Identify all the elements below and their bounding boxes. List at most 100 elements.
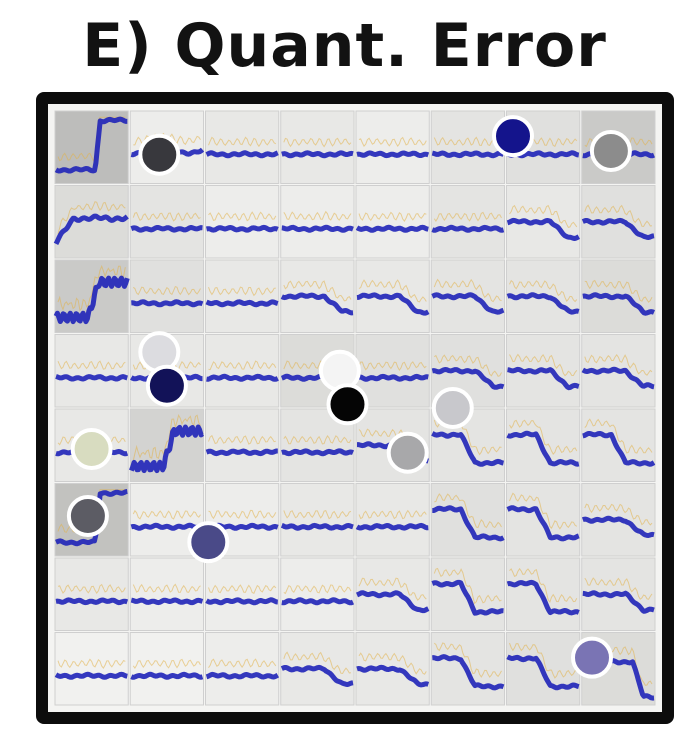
cell-trace — [433, 642, 502, 678]
cell-trace — [208, 434, 276, 445]
cell-curve — [53, 213, 129, 246]
som-cell — [280, 110, 355, 184]
cell-curve — [431, 505, 505, 542]
sample-marker — [326, 383, 369, 426]
som-cell — [506, 408, 581, 482]
cell-curve — [431, 579, 505, 616]
cell-curve — [431, 431, 505, 467]
cell-background — [129, 557, 204, 631]
cell-trace — [208, 360, 277, 371]
cell-trace — [584, 204, 653, 228]
cell-curve — [355, 150, 430, 159]
som-cell — [205, 259, 280, 333]
som-cell — [430, 483, 505, 557]
cell-curve — [581, 590, 656, 614]
som-cell — [129, 557, 204, 631]
cell-trace — [433, 136, 502, 147]
cell-curve — [355, 522, 430, 531]
cell-trace — [132, 658, 201, 670]
cell-curve — [506, 430, 580, 467]
som-cell — [355, 557, 430, 631]
cell-background — [129, 259, 204, 333]
cell-background — [205, 334, 280, 408]
cell-curve — [280, 522, 355, 531]
cell-background — [280, 557, 355, 631]
cell-curve — [431, 367, 505, 390]
som-cell — [129, 185, 204, 259]
som-cell — [54, 632, 129, 706]
som-cell — [506, 334, 581, 408]
cell-curve — [280, 597, 355, 606]
som-cell — [430, 110, 505, 184]
cell-background — [355, 110, 430, 184]
cell-trace — [509, 492, 578, 530]
cell-curve — [355, 224, 430, 233]
cell-trace — [57, 201, 126, 235]
cell-curve — [54, 671, 129, 680]
som-cell — [581, 334, 656, 408]
cell-trace — [584, 279, 653, 303]
cell-curve — [130, 671, 204, 680]
som-cell — [430, 557, 505, 631]
cell-background — [355, 334, 430, 408]
cell-trace — [208, 211, 277, 222]
cell-trace — [509, 204, 578, 228]
cell-curve — [506, 366, 580, 391]
cell-trace — [433, 567, 502, 605]
cell-background — [355, 483, 430, 557]
som-cell — [581, 408, 656, 482]
som-cell — [205, 632, 280, 706]
cell-curve — [506, 292, 580, 315]
som-cell — [581, 259, 656, 333]
som-cell — [581, 557, 656, 631]
cell-trace — [283, 210, 352, 221]
som-cell — [581, 483, 656, 557]
cell-curve — [506, 579, 580, 616]
cell-trace — [132, 509, 201, 520]
som-cell — [129, 632, 204, 706]
cell-background — [54, 632, 129, 706]
cell-curve — [506, 217, 580, 241]
cell-curve — [130, 225, 204, 233]
cell-background — [430, 110, 505, 184]
sample-marker — [66, 495, 109, 537]
cell-background — [205, 557, 280, 631]
som-cell — [430, 185, 505, 259]
cell-background — [280, 483, 355, 557]
cell-background — [129, 408, 204, 482]
som-cell — [205, 110, 280, 184]
cell-trace — [509, 567, 578, 604]
som-cell — [355, 483, 430, 557]
cell-trace — [57, 360, 126, 370]
som-cell — [280, 632, 355, 706]
som-cell — [506, 259, 581, 333]
cell-trace — [132, 413, 201, 461]
som-grid — [53, 110, 656, 706]
som-cell — [205, 334, 280, 408]
som-cell — [355, 185, 430, 259]
cell-trace — [358, 361, 427, 372]
cell-curve — [581, 366, 656, 390]
som-cell — [506, 185, 581, 259]
cell-background — [54, 557, 129, 631]
cell-background — [205, 632, 280, 706]
cell-background — [129, 632, 204, 706]
cell-curve — [581, 431, 656, 467]
som-cell — [506, 632, 581, 706]
cell-trace — [358, 279, 427, 303]
cell-trace — [509, 279, 578, 303]
cell-curve — [280, 448, 355, 457]
som-cell — [430, 259, 505, 333]
cell-curve — [431, 292, 505, 315]
cell-curve — [431, 224, 505, 233]
cell-curve — [280, 150, 355, 159]
cell-curve — [205, 299, 279, 308]
cell-trace — [584, 503, 653, 526]
som-cell — [54, 557, 129, 631]
som-cell — [280, 185, 355, 259]
cell-trace — [358, 136, 427, 148]
cell-curve — [54, 597, 129, 606]
cell-background — [129, 185, 204, 259]
cell-trace — [434, 354, 502, 377]
cell-trace — [283, 280, 352, 302]
